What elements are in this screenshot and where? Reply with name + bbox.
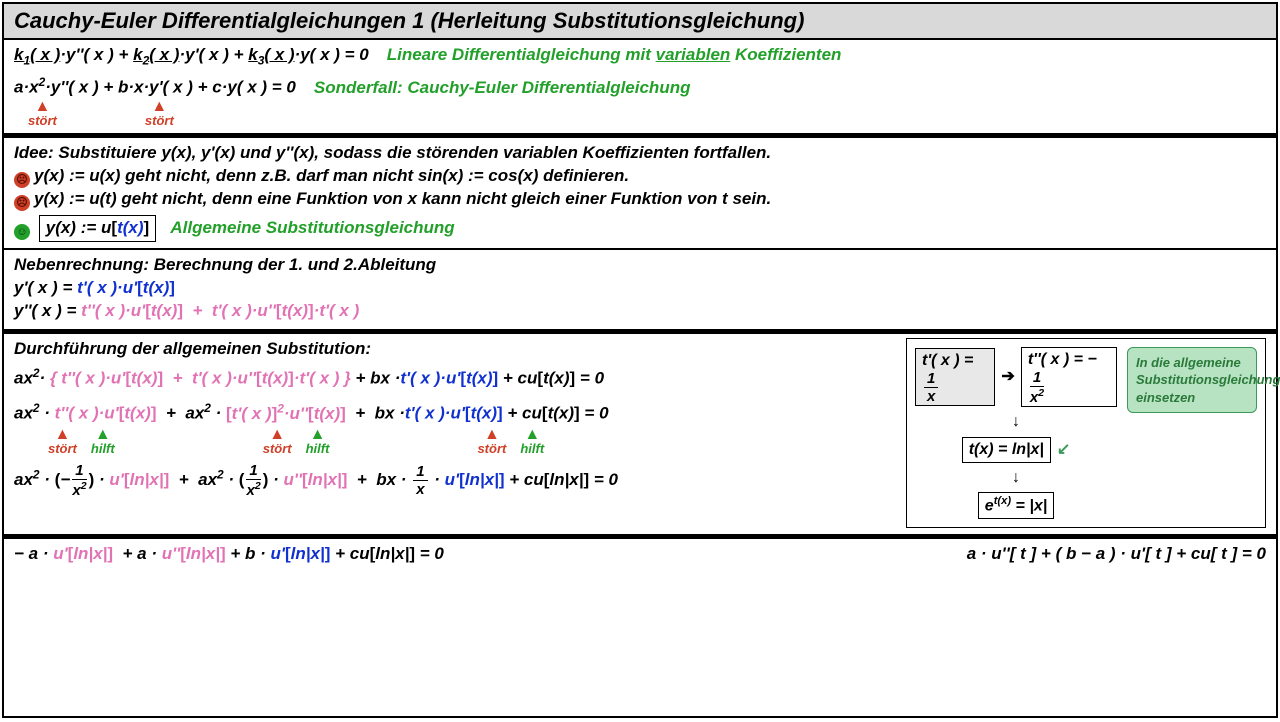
section-idee: Idee: Substituiere y(x), y'(x) und y''(x… <box>4 138 1276 248</box>
idee-l1: ☹y(x) := u(x) geht nicht, denn z.B. darf… <box>14 165 1266 188</box>
frown-icon: ☹ <box>14 195 30 211</box>
eq-sub-2: ax2 · t''( x )·u'[t(x)] + ax2 · [t'( x )… <box>14 400 846 426</box>
substitution-diagram: t'( x ) = 1x ➔ t''( x ) = − 1x2 ↓ t(x) =… <box>906 338 1266 528</box>
idee-l2: ☹y(x) := u(t) geht nicht, denn eine Funk… <box>14 188 1266 211</box>
section-bottom: − a · u'[ln|x|] + a · u''[ln|x|] + b · u… <box>4 539 1276 572</box>
note-einsetzen: In die allgemeine Substitutionsgleichung… <box>1127 347 1257 414</box>
eq-final-left: − a · u'[ln|x|] + a · u''[ln|x|] + b · u… <box>14 543 444 566</box>
eq-sub-1: ax2· { t''( x )·u'[t(x)] + t'( x )·u''[t… <box>14 365 846 391</box>
eq-final-right: a · u''[ t ] + ( b − a ) · u'[ t ] + cu[… <box>967 543 1266 566</box>
eq-sub-3: ax2 · (−1x2) · u'[ln|x|] + ax2 · (1x2) ·… <box>14 463 846 498</box>
smile-icon: ☺ <box>14 224 30 240</box>
neben-head: Nebenrechnung: Berechnung der 1. und 2.A… <box>14 254 1266 277</box>
frown-icon: ☹ <box>14 172 30 188</box>
label-linear: Lineare Differentialgleichung mit variab… <box>387 44 842 67</box>
idee-l3: ☺ y(x) := u[t(x)] Allgemeine Substitutio… <box>14 215 1266 242</box>
durch-head: Durchführung der allgemeinen Substitutio… <box>14 338 846 361</box>
section-top: k1( x )·y''( x ) + k2( x )·y'( x ) + k3(… <box>4 40 1276 133</box>
section-durch: Durchführung der allgemeinen Substitutio… <box>4 334 1276 534</box>
page-title: Cauchy-Euler Differentialgleichungen 1 (… <box>4 4 1276 40</box>
annot-stoert-1: ▲stört <box>28 98 57 127</box>
eq-cauchy-euler: a·x2·y''( x ) + b·x·y'( x ) + c·y( x ) =… <box>14 74 296 100</box>
eq-yprime: y'( x ) = t'( x )·u'[t(x)] <box>14 277 1266 300</box>
idee-head: Idee: Substituiere y(x), y'(x) und y''(x… <box>14 142 1266 165</box>
annot-stoert-2: ▲stört <box>145 98 174 127</box>
eq-linear-ode: k1( x )·y''( x ) + k2( x )·y'( x ) + k3(… <box>14 44 369 68</box>
eq-ypp: y''( x ) = t''( x )·u'[t(x)] + t'( x )·u… <box>14 300 1266 323</box>
section-neben: Nebenrechnung: Berechnung der 1. und 2.A… <box>4 250 1276 329</box>
label-sonderfall: Sonderfall: Cauchy-Euler Differentialgle… <box>314 77 691 100</box>
